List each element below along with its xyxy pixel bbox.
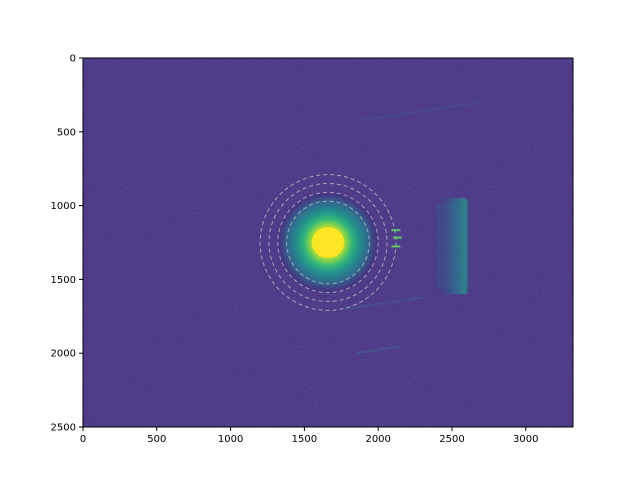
y-tick-label: 2000	[51, 349, 76, 360]
x-tick-label: 0	[80, 434, 86, 445]
dashed-ring	[268, 182, 388, 303]
y-tick-label: 1500	[51, 275, 76, 286]
x-tick-label: 1000	[218, 434, 243, 445]
y-tick-label: 2500	[51, 423, 76, 434]
x-tick-label: 2000	[365, 434, 390, 445]
marker-tick	[391, 229, 401, 232]
marker-tick	[391, 245, 401, 248]
plot-area	[82, 57, 574, 428]
heatmap-streak-line	[355, 345, 401, 355]
dashed-ring	[277, 191, 379, 294]
y-axis: 0 500 1000 1500 2000 2500	[51, 54, 83, 434]
x-tick-label: 3000	[513, 434, 538, 445]
y-tick-label: 0	[70, 54, 76, 65]
y-tick-label: 500	[57, 127, 76, 138]
x-tick-label: 500	[147, 434, 166, 445]
heatmap-streak-line	[345, 296, 423, 310]
heatmap-image	[83, 58, 573, 427]
heatmap-streak-band	[431, 198, 470, 295]
x-axis: 0 500 1000 1500 2000 2500 3000	[80, 427, 538, 445]
marker-tick	[392, 236, 402, 239]
heatmap-streak-line	[357, 101, 482, 122]
dashed-ring	[286, 200, 370, 285]
dashed-ring	[259, 174, 397, 311]
plot-frame	[82, 57, 574, 428]
beam-spot-core	[311, 227, 345, 258]
y-tick-label: 1000	[51, 201, 76, 212]
x-tick-label: 2500	[439, 434, 464, 445]
x-tick-label: 1500	[292, 434, 317, 445]
